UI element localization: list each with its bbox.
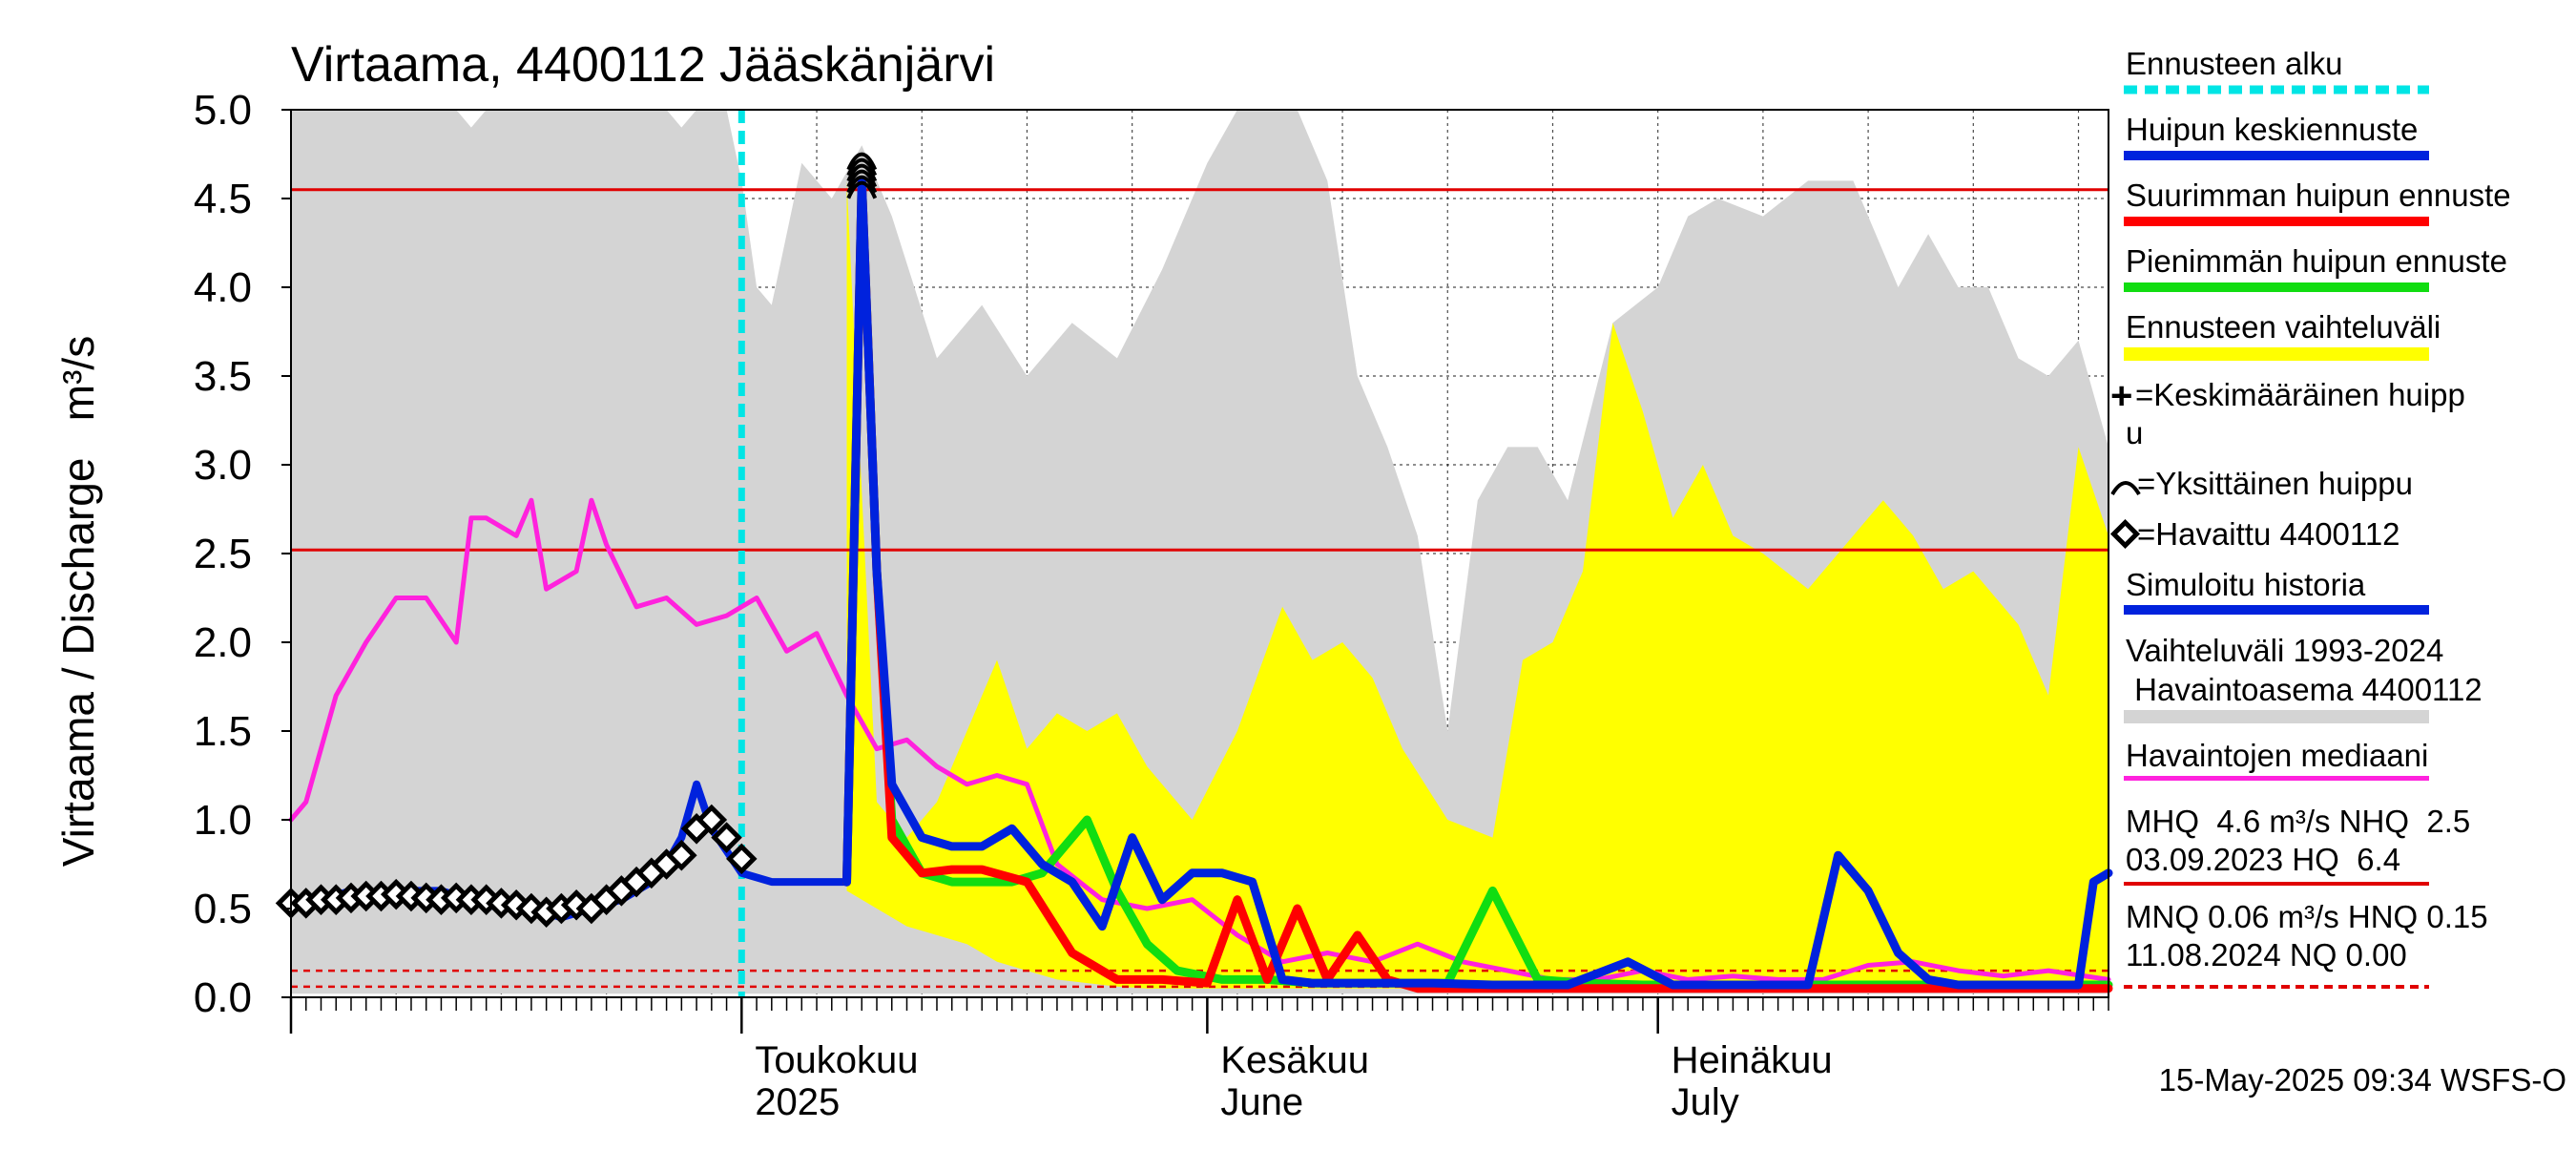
legend-mean-peak-swatch (2124, 151, 2429, 160)
month-sublabel: July (1672, 1081, 1739, 1123)
single-peak-marker (846, 175, 878, 194)
legend-median-swatch (2124, 776, 2429, 781)
single-peak-marker (846, 169, 878, 188)
mean-peak-forecast-line (842, 176, 2113, 990)
legend: Ennusteen alku Huipun keskiennuste Suuri… (2109, 46, 2511, 989)
legend-range-line2: Havaintoasema 4400112 (2126, 672, 2483, 707)
legend-stats-mhq: MHQ 4.6 m³/s NHQ 2.5 (2126, 804, 2470, 839)
legend-stats-hq: 03.09.2023 HQ 6.4 (2126, 842, 2400, 877)
month-label: Toukokuu (755, 1039, 918, 1081)
month-label: Heinäkuu (1672, 1039, 1833, 1081)
month-sublabel: June (1220, 1081, 1303, 1123)
y-tick-label: 3.0 (194, 442, 252, 489)
single-peak-marker (846, 163, 878, 182)
legend-avg-peak: =Keskimääräinen huipp (2135, 377, 2465, 412)
observed-point (726, 843, 758, 875)
observed-point (696, 804, 728, 836)
single-peak-marker (846, 157, 878, 177)
legend-range-line1: Vaihteluväli 1993-2024 (2126, 633, 2443, 668)
y-tick-label: 4.5 (194, 176, 252, 222)
series (275, 152, 2113, 993)
chart-title: Virtaama, 4400112 Jääskänjärvi (291, 37, 995, 93)
legend-observed: =Havaittu 4400112 (2137, 516, 2400, 552)
legend-avg-peak-cont: u (2126, 415, 2143, 450)
legend-stats-hq-swatch (2124, 882, 2429, 886)
month-sublabel: 2025 (755, 1081, 840, 1123)
legend-forecast-start: Ennusteen alku (2126, 46, 2343, 81)
observed-point (711, 822, 742, 853)
y-tick-label: 0.0 (194, 974, 252, 1021)
legend-stats-nq: 11.08.2024 NQ 0.00 (2126, 937, 2407, 972)
y-tick-label: 0.5 (194, 886, 252, 932)
diamond-icon (2109, 518, 2141, 550)
median-line (288, 497, 2111, 982)
y-tick-label: 5.0 (194, 87, 252, 134)
y-tick-label: 2.5 (194, 531, 252, 577)
legend-simulated-swatch (2124, 605, 2429, 615)
legend-range-swatch (2124, 710, 2429, 723)
bands (291, 110, 2109, 994)
forecast-range-band (846, 180, 2109, 989)
single-peak-icon (2110, 481, 2141, 496)
y-tick-labels: 0.0 0.5 1.0 1.5 2.0 2.5 3.0 3.5 4.0 4.5 5.0 (194, 87, 291, 1021)
legend-min-peak-swatch (2124, 282, 2429, 292)
legend-min-peak: Pienimmän huipun ennuste (2126, 243, 2507, 279)
observed-point (666, 839, 697, 871)
legend-max-peak-swatch (2124, 217, 2429, 226)
y-tick-label: 1.5 (194, 708, 252, 755)
legend-forecast-range-swatch (2124, 347, 2429, 361)
legend-single-peak: =Yksittäinen huippu (2137, 466, 2413, 501)
single-peak-marker (846, 152, 878, 171)
legend-median: Havaintojen mediaani (2126, 738, 2428, 773)
legend-mean-peak: Huipun keskiennuste (2126, 112, 2418, 147)
plus-icon: + (2110, 375, 2132, 417)
y-tick-label: 1.0 (194, 797, 252, 844)
y-axis-label: Virtaama / Discharge m³/s (53, 336, 103, 867)
month-label: Kesäkuu (1220, 1039, 1369, 1081)
legend-max-peak: Suurimman huipun ennuste (2126, 178, 2511, 213)
y-tick-label: 3.5 (194, 353, 252, 400)
y-tick-label: 2.0 (194, 619, 252, 666)
legend-forecast-range: Ennusteen vaihteluväli (2126, 309, 2441, 345)
axes (289, 109, 2109, 1034)
single-peak-marker (846, 180, 878, 199)
timestamp-footer: 15-May-2025 09:34 WSFS-O (2159, 1062, 2566, 1098)
legend-stats-mnq: MNQ 0.06 m³/s HNQ 0.15 (2126, 899, 2488, 934)
y-tick-label: 4.0 (194, 264, 252, 311)
legend-simulated: Simuloitu historia (2126, 567, 2366, 602)
